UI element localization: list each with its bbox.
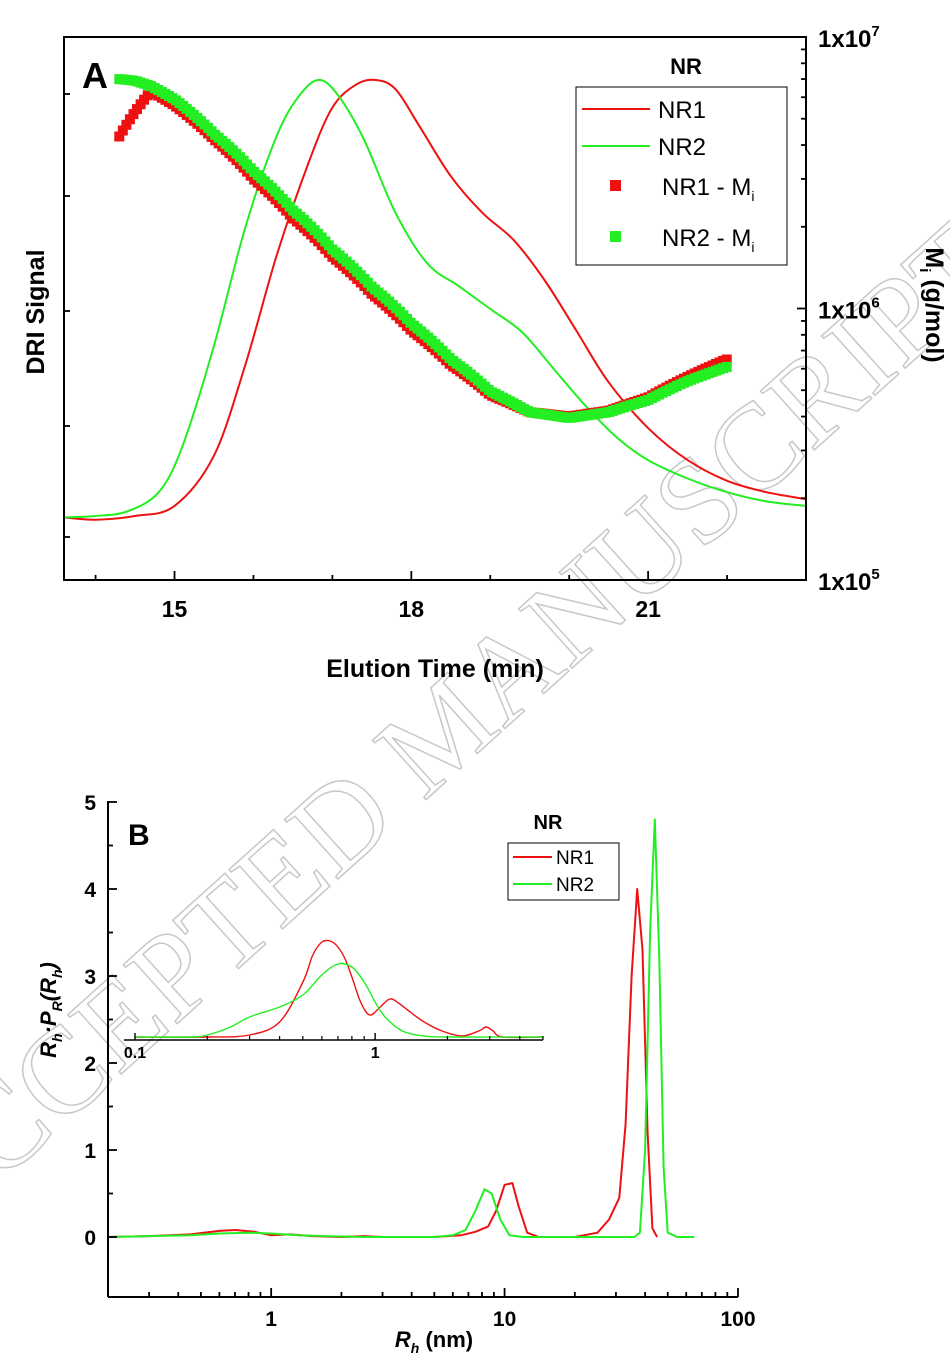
legend-b-label-nr2: NR2 xyxy=(556,875,594,896)
panel-a-markers xyxy=(114,74,732,423)
panel-a-x-ticks: 15 18 21 xyxy=(94,571,807,622)
inset-line-nr2 xyxy=(134,962,544,1038)
panel-b-curves xyxy=(107,818,695,1238)
legend-label-nr2-mi: NR2 - Mi xyxy=(662,225,754,255)
marker-point xyxy=(721,361,732,372)
panel-a-legend-title: NR xyxy=(670,54,702,79)
marker-point xyxy=(721,354,732,365)
series-line-nr2 xyxy=(107,818,695,1238)
legend-swatch-nr2-mi xyxy=(610,231,621,242)
panel-a: 15 18 21 1x105 1x106 1x107 A Elution Time (m… xyxy=(22,23,948,683)
x-tick-label: 15 xyxy=(162,596,188,622)
panel-a-y2-ticks: 1x105 1x106 1x107 xyxy=(64,23,880,596)
y-tick-label: 3 xyxy=(84,966,96,989)
marker-point xyxy=(124,114,135,125)
panel-b-label: B xyxy=(128,819,150,852)
series-line-nr2 xyxy=(63,78,807,519)
panel-a-y2-axis-label: Mi (g/mol) xyxy=(916,247,948,362)
y2-tick-label: 1x105 xyxy=(818,566,880,596)
legend-label-nr1-mi: NR1 - Mi xyxy=(662,174,754,204)
y-tick-label: 2 xyxy=(84,1053,96,1076)
panel-a-y-axis-label: DRI Signal xyxy=(22,249,50,374)
legend-b-label-nr1: NR1 xyxy=(556,848,594,869)
x-tick-label: 21 xyxy=(635,596,661,622)
panel-b-x-ticks: 1 10 100 xyxy=(108,1288,756,1331)
x-tick-label: 1 xyxy=(265,1308,277,1331)
watermark-text: ACCEPTED MANUSCRIPT xyxy=(0,196,950,1265)
panel-a-curves xyxy=(63,78,807,521)
panel-b-legend-box xyxy=(507,842,620,901)
inset-x-tick-label: 0.1 xyxy=(124,1045,146,1062)
x-tick-label: 100 xyxy=(720,1308,755,1331)
series-markers-nr2-mi xyxy=(114,74,732,423)
panel-b-legend-title: NR xyxy=(534,812,563,834)
y-tick-label: 0 xyxy=(84,1227,96,1250)
inset-x-tick-label: 1 xyxy=(371,1045,380,1062)
y2-label-main: M xyxy=(920,247,948,268)
panel-b-legend: NR NR1 NR2 xyxy=(507,812,620,901)
series-line-nr1 xyxy=(63,78,807,521)
x-tick-label: 10 xyxy=(493,1308,516,1331)
y-tick-label: 1 xyxy=(84,1140,96,1163)
y-tick-label: 5 xyxy=(84,792,96,815)
inset-line-nr1 xyxy=(134,939,544,1039)
panel-a-legend: NR NR1 NR2 NR1 - Mi NR2 - Mi xyxy=(575,54,788,266)
x-tick-label: 18 xyxy=(399,596,425,622)
y2-tick-label: 1x107 xyxy=(818,23,880,53)
legend-label-nr2: NR2 xyxy=(658,134,706,161)
legend-label-nr1: NR1 xyxy=(658,97,706,124)
marker-point xyxy=(114,131,125,142)
panel-b-inset: 0.1 1 xyxy=(124,939,544,1062)
y2-tick-label: 1x106 xyxy=(818,295,880,325)
marker-point xyxy=(121,119,132,130)
panel-b-y-axis-label: Rh·PR(Rh) xyxy=(36,962,65,1058)
y2-label-sub: i xyxy=(916,268,933,272)
panel-a-label: A xyxy=(82,55,108,96)
panel-b-x-axis-label: Rh (nm) xyxy=(395,1327,473,1356)
y-tick-label: 4 xyxy=(84,879,96,902)
watermark: ACCEPTED MANUSCRIPT xyxy=(0,195,950,1265)
marker-point xyxy=(117,125,128,136)
legend-swatch-nr1-mi xyxy=(610,180,621,191)
y2-label-unit: (g/mol) xyxy=(920,272,948,362)
panel-a-x-axis-label: Elution Time (min) xyxy=(326,655,544,683)
